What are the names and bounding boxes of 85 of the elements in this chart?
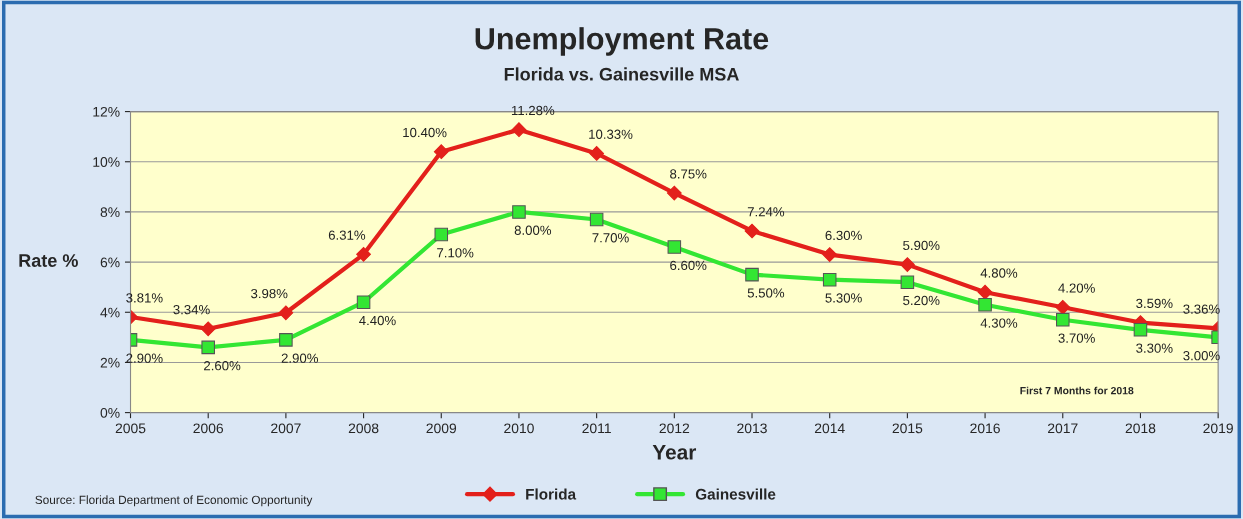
data-label: 3.00%: [1183, 350, 1220, 361]
x-tick-label: 2012: [659, 423, 690, 434]
x-tick-label: 2007: [271, 423, 301, 434]
data-label: 2.90%: [126, 353, 163, 363]
x-tick-label: 2008: [348, 423, 379, 434]
data-label: 6.30%: [825, 230, 862, 241]
y-tick-label: 12%: [93, 106, 120, 117]
data-label: 3.36%: [1183, 304, 1220, 314]
x-tick-label: 2018: [1125, 423, 1156, 434]
x-tick-label: 2011: [582, 423, 611, 434]
x-tick-label: 2015: [892, 423, 923, 434]
y-tick-label: 6%: [100, 257, 120, 268]
point: [279, 333, 293, 347]
point: [434, 227, 449, 242]
point: [356, 295, 371, 309]
data-label: 2.90%: [281, 353, 319, 363]
data-label: 3.34%: [173, 304, 210, 315]
data-label: 5.90%: [903, 240, 940, 251]
data-label: 4.20%: [1058, 283, 1095, 293]
data-label: 3.59%: [1136, 298, 1173, 309]
point: [589, 212, 604, 227]
x-tick-label: 2006: [193, 423, 224, 434]
data-label: 11.28%: [511, 105, 555, 116]
point: [900, 275, 915, 289]
x-tick-label: 2016: [970, 423, 1000, 434]
y-tick-label: 2%: [100, 357, 120, 368]
point: [1056, 313, 1070, 327]
point: [1055, 299, 1071, 315]
data-label: 6.60%: [670, 260, 707, 271]
data-label: 3.81%: [126, 293, 163, 303]
chart-title: Unemployment Rate: [475, 27, 769, 56]
data-label: 5.50%: [747, 288, 785, 298]
y-tick-label: 8%: [100, 207, 120, 218]
x-tick-label: 2017: [1048, 423, 1078, 434]
legend-label: Gainesville: [695, 488, 776, 500]
data-label: 5.20%: [903, 295, 940, 306]
y-tick-label: 4%: [100, 307, 120, 318]
data-label: 3.30%: [1136, 343, 1173, 353]
point: [666, 185, 682, 201]
point: [589, 146, 605, 161]
x-tick-label: 2019: [1203, 423, 1233, 434]
data-label: 3.98%: [251, 288, 288, 299]
point: [822, 247, 838, 262]
y-tick-label: 10%: [93, 157, 120, 167]
point: [744, 223, 760, 239]
data-label: 4.30%: [980, 318, 1018, 328]
point: [667, 240, 682, 254]
data-label: 8.00%: [514, 225, 552, 235]
y-tick-label: 0%: [100, 407, 120, 418]
point: [511, 122, 527, 138]
data-label: 4.80%: [980, 268, 1018, 278]
data-label: 7.10%: [437, 248, 474, 258]
point: [822, 272, 837, 287]
x-axis-title: Year: [652, 445, 697, 460]
x-tick-label: 2005: [115, 423, 146, 434]
point: [977, 284, 993, 300]
point: [512, 205, 526, 219]
data-label: 8.75%: [670, 169, 707, 179]
data-label: 5.30%: [825, 293, 862, 303]
data-label: 7.70%: [592, 233, 629, 243]
point: [200, 321, 216, 337]
point: [201, 340, 215, 355]
point: [433, 144, 449, 160]
data-label: 7.24%: [747, 207, 785, 217]
x-tick-label: 2010: [504, 423, 534, 434]
x-tick-label: 2014: [814, 423, 845, 434]
annotation: First 7 Months for 2018: [1020, 386, 1134, 395]
point: [900, 257, 915, 272]
data-label: 2.60%: [204, 361, 241, 371]
data-label: 10.40%: [403, 127, 447, 138]
x-tick-label: 2009: [426, 423, 457, 434]
point: [978, 297, 992, 312]
point: [1133, 323, 1148, 337]
data-label: 3.70%: [1058, 333, 1095, 343]
legend-label: Florida: [526, 488, 577, 500]
y-axis-title: Rate %: [19, 254, 78, 267]
x-tick-label: 2013: [737, 423, 767, 434]
data-label: 4.40%: [359, 315, 396, 326]
data-label: 10.33%: [589, 129, 633, 139]
source-note: Source: Florida Department of Economic Opportunity: [35, 495, 313, 507]
point: [278, 305, 294, 321]
data-label: 6.31%: [328, 230, 366, 240]
point: [356, 246, 371, 262]
chart-subtitle: Florida vs. Gainesville MSA: [504, 67, 739, 81]
point: [745, 267, 759, 282]
